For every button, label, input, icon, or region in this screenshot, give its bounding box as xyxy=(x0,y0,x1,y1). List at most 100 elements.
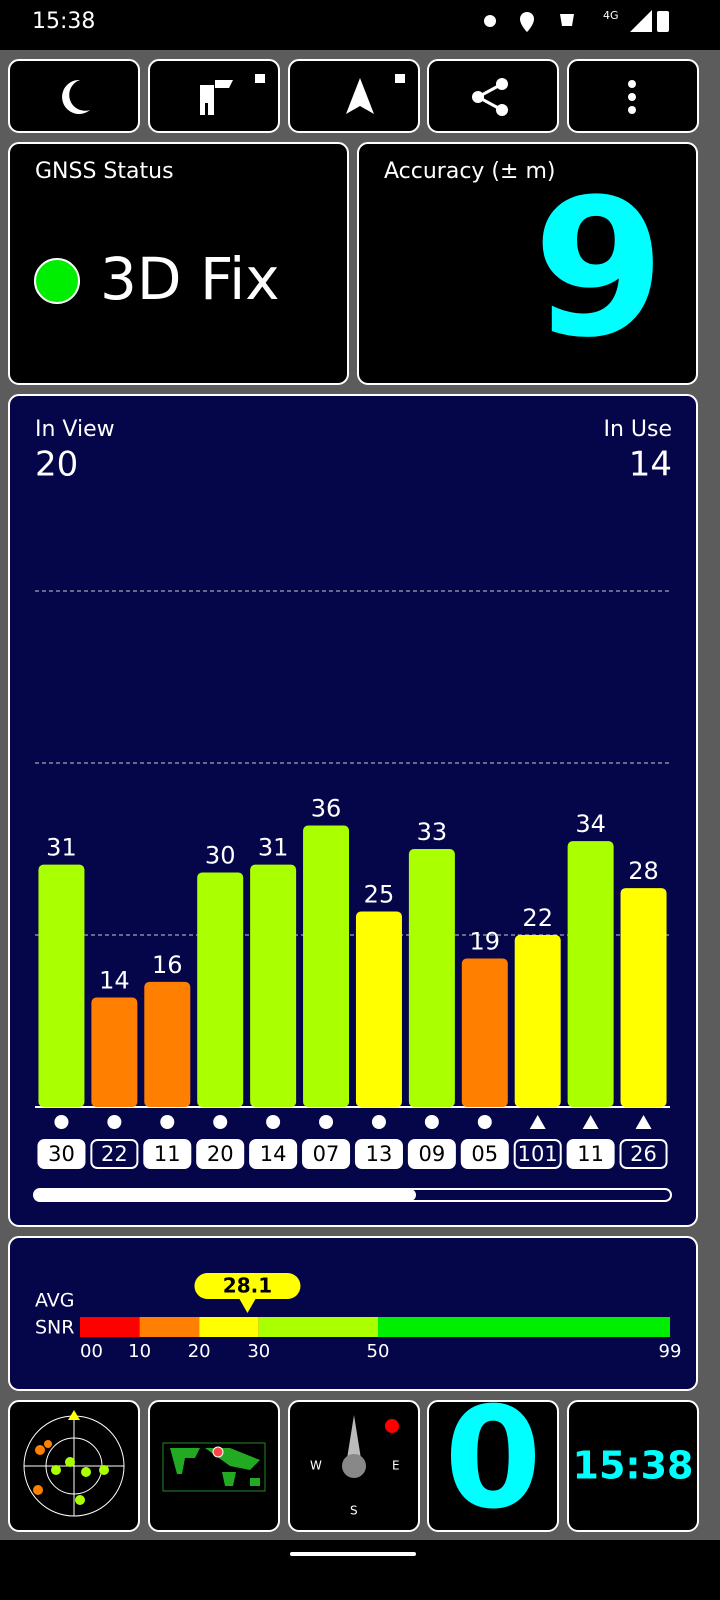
satellite-id: 101 xyxy=(518,1142,558,1166)
snr-tick-label: 00 xyxy=(80,1341,103,1362)
constellation-marker xyxy=(213,1115,228,1129)
satellite-id-box xyxy=(513,1139,562,1169)
bottom-row: W E S xyxy=(8,1400,699,1532)
snr-tick-label: 99 xyxy=(659,1341,682,1362)
in-view-label: In View xyxy=(35,417,115,442)
satellite-id-box xyxy=(619,1139,668,1169)
accuracy-label: Accuracy (± m) xyxy=(384,159,555,184)
bar-value-label: 33 xyxy=(417,818,448,846)
svg-text:4G: 4G xyxy=(603,9,619,22)
satellite-id: 13 xyxy=(366,1142,393,1166)
share-button[interactable] xyxy=(427,59,559,133)
satellite-id: 07 xyxy=(313,1142,340,1166)
bar-value-label: 14 xyxy=(99,967,130,995)
satellite-id-box xyxy=(143,1139,192,1169)
satellite-id-box xyxy=(196,1139,245,1169)
snr-tick-label: 20 xyxy=(188,1341,211,1362)
satellite-id-box xyxy=(354,1139,403,1169)
toolbar xyxy=(8,59,699,133)
satellite-id-box xyxy=(407,1139,456,1169)
constellation-marker xyxy=(107,1115,122,1129)
constellation-marker xyxy=(529,1115,546,1129)
bar xyxy=(91,997,138,1107)
clock-panel xyxy=(567,1400,699,1532)
bar xyxy=(620,888,667,1107)
bar-value-label: 30 xyxy=(205,841,236,869)
satellite-id: 09 xyxy=(419,1142,446,1166)
snr-scale-segment xyxy=(377,1317,670,1337)
bar xyxy=(250,864,297,1107)
speed-panel xyxy=(427,1400,559,1532)
snr-scale-segment xyxy=(199,1317,259,1337)
snr-tick-label: 50 xyxy=(367,1341,390,1362)
constellation-marker xyxy=(266,1115,281,1129)
constellation-marker xyxy=(424,1115,439,1129)
clock-value: 15:38 xyxy=(573,1444,694,1488)
bar-value-label: 28 xyxy=(628,857,659,885)
constellation-marker xyxy=(319,1115,334,1129)
snr-label-2: SNR xyxy=(35,1317,74,1339)
speed-value: 0 xyxy=(444,1378,541,1541)
bar-value-label: 19 xyxy=(470,927,501,955)
bar xyxy=(514,935,561,1107)
fix-indicator xyxy=(34,258,80,304)
scroll-thumb[interactable] xyxy=(34,1189,416,1201)
svg-text:W: W xyxy=(310,1459,322,1473)
constellation-marker xyxy=(54,1115,69,1129)
satellite-id-box xyxy=(37,1139,86,1169)
satellite-id: 14 xyxy=(260,1142,287,1166)
bar xyxy=(38,864,85,1107)
status-icons: 4G xyxy=(484,9,669,32)
bar-value-label: 31 xyxy=(46,834,77,862)
satellite-id: 20 xyxy=(207,1142,234,1166)
accuracy-value: 9 xyxy=(533,158,665,379)
in-use-value: 14 xyxy=(629,445,672,485)
snr-value: 28.1 xyxy=(223,1274,272,1298)
accuracy-panel xyxy=(357,142,698,385)
bar xyxy=(567,841,614,1107)
bar-value-label: 16 xyxy=(152,951,183,979)
snr-scale-segment xyxy=(258,1317,378,1337)
bar-value-label: 36 xyxy=(311,795,342,823)
bar xyxy=(303,825,350,1107)
snr-tick-label: 10 xyxy=(128,1341,151,1362)
satellite-id: 22 xyxy=(101,1142,128,1166)
in-use-label: In Use xyxy=(603,417,672,442)
fix-status: 3D Fix xyxy=(100,245,280,313)
snr-pointer xyxy=(194,1273,301,1313)
constellation-marker xyxy=(371,1115,386,1129)
snr-scale-segment xyxy=(80,1317,140,1337)
satellite-id: 30 xyxy=(48,1142,75,1166)
night-mode-button[interactable] xyxy=(8,59,140,133)
constellation-marker xyxy=(477,1115,492,1129)
bar-value-label: 31 xyxy=(258,834,289,862)
bar xyxy=(355,911,402,1107)
bar xyxy=(197,872,244,1107)
gnss-panel xyxy=(8,142,349,385)
constellation-marker xyxy=(582,1115,599,1129)
satellite-id: 05 xyxy=(471,1142,498,1166)
satellite-id: 11 xyxy=(577,1142,604,1166)
bar-value-label: 25 xyxy=(364,881,395,909)
satellite-id: 11 xyxy=(154,1142,181,1166)
home-indicator[interactable] xyxy=(290,1552,416,1556)
bar-value-label: 34 xyxy=(575,810,606,838)
snr-label-1: AVG xyxy=(35,1290,75,1312)
constellation-marker xyxy=(635,1115,652,1129)
satellite-id-box xyxy=(566,1139,615,1169)
satellite-id-box xyxy=(90,1139,139,1169)
snr-panel xyxy=(8,1236,698,1391)
satellite-id-box xyxy=(302,1139,351,1169)
gnss-label: GNSS Status xyxy=(35,159,174,184)
satellite-id-box xyxy=(249,1139,298,1169)
bar xyxy=(144,981,191,1107)
nav-bar xyxy=(0,1540,720,1600)
snr-tick-label: 30 xyxy=(247,1341,270,1362)
svg-text:S: S xyxy=(350,1504,358,1518)
svg-text:E: E xyxy=(392,1459,400,1473)
in-view-value: 20 xyxy=(35,445,78,485)
status-bar xyxy=(0,0,720,50)
status-time: 15:38 xyxy=(32,9,95,34)
